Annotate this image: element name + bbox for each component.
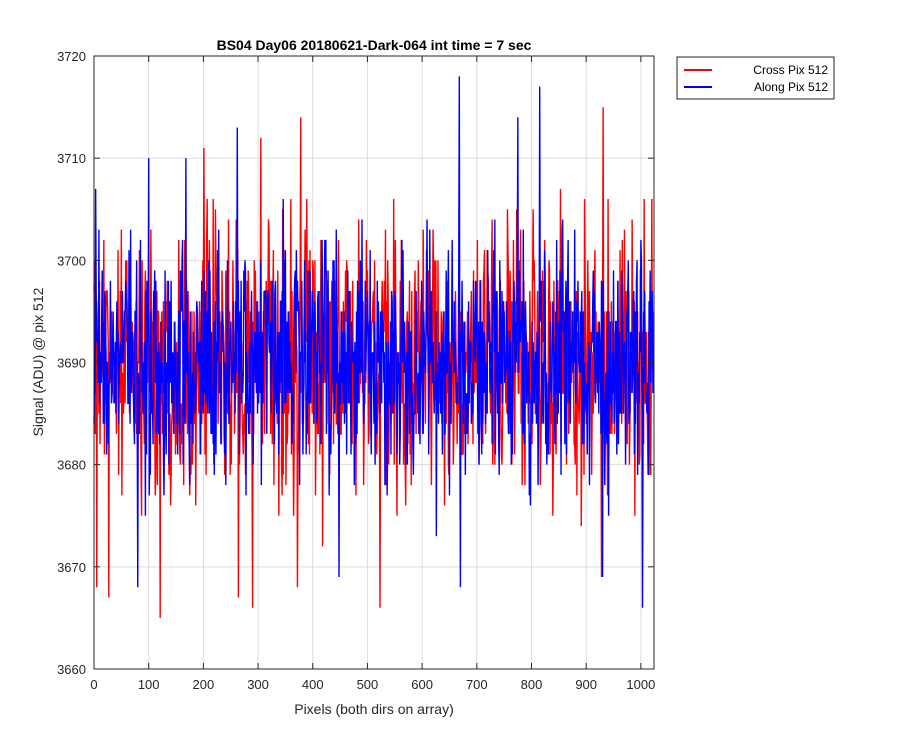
y-tick-label: 3690 [57,356,86,371]
legend-label-along: Along Pix 512 [754,80,828,94]
x-tick-label: 200 [193,677,215,692]
series-line-1 [93,76,655,608]
y-tick-label: 3660 [57,662,86,677]
x-tick-label: 300 [247,677,269,692]
x-tick-labels: 0 100 200 300 400 500 600 700 800 900 1000 [90,677,655,692]
x-tick-label: 600 [411,677,433,692]
x-tick-label: 1000 [626,677,655,692]
x-axis-title: Pixels (both dirs on array) [294,701,454,717]
x-tick-label: 900 [575,677,597,692]
legend-box [676,56,835,100]
axis-ticks [93,55,654,670]
y-tick-label: 3700 [57,253,86,268]
x-tick-label: 700 [466,677,488,692]
x-tick-label: 500 [357,677,379,692]
legend-label-cross: Cross Pix 512 [753,63,828,77]
x-tick-label: 800 [521,677,543,692]
y-axis-title: Signal (ADU) @ pix 512 [30,287,46,436]
x-tick-label: 400 [302,677,324,692]
y-tick-labels: 3660 3670 3680 3690 3700 3710 3720 [57,49,86,677]
legend: Cross Pix 512 Along Pix 512 [676,56,835,100]
x-tick-label: 0 [90,677,97,692]
y-tick-label: 3680 [57,458,86,473]
y-tick-label: 3720 [57,49,86,64]
y-tick-label: 3710 [57,151,86,166]
series-layer [93,76,655,618]
chart-title: BS04 Day06 20180621-Dark-064 int time = … [217,37,532,53]
y-tick-label: 3670 [57,560,86,575]
x-tick-label: 100 [138,677,160,692]
